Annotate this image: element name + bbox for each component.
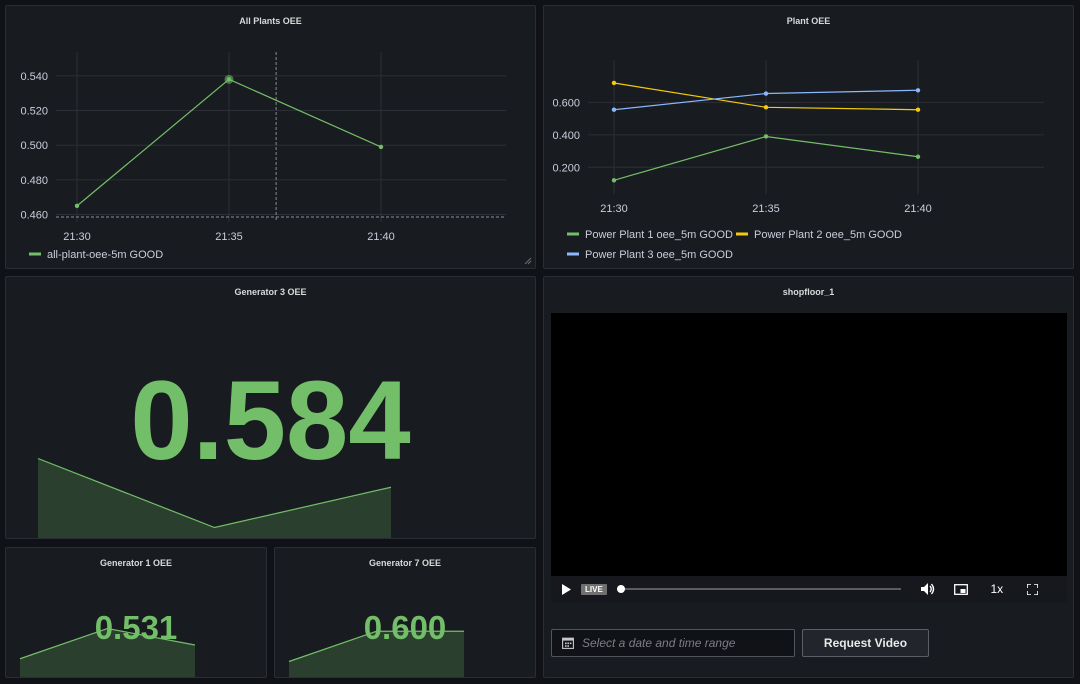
data-point bbox=[915, 154, 921, 159]
panel-title: shopfloor_1 bbox=[782, 287, 835, 297]
data-point bbox=[611, 80, 617, 86]
sparkline-area bbox=[289, 631, 464, 677]
panel-title: Generator 3 OEE bbox=[234, 287, 307, 297]
x-tick-label: 21:35 bbox=[215, 231, 243, 243]
legend-label: Power Plant 3 oee_5m GOOD bbox=[585, 249, 733, 261]
generator-1-oee-panel: Generator 1 OEE 0.531 bbox=[5, 547, 267, 678]
y-tick-label: 0.200 bbox=[552, 162, 580, 174]
date-range-input[interactable] bbox=[582, 636, 772, 650]
play-icon[interactable] bbox=[551, 583, 581, 595]
plant-oee-panel: Plant OEE 0.600 0.400 0.200 21:30 21:35 21:40… bbox=[543, 5, 1074, 269]
y-tick-label: 0.520 bbox=[20, 106, 48, 118]
y-tick-label: 0.540 bbox=[20, 71, 48, 83]
resize-handle-icon[interactable] bbox=[524, 257, 532, 265]
data-point bbox=[763, 105, 769, 110]
data-point bbox=[915, 107, 921, 112]
y-tick-label: 0.460 bbox=[20, 210, 48, 222]
generator-7-value: 0.600 bbox=[363, 609, 447, 646]
data-point bbox=[611, 107, 617, 112]
panel-title: Plant OEE bbox=[786, 16, 831, 26]
legend-label: all-plant-oee-5m GOOD bbox=[47, 249, 163, 261]
sparkline-line bbox=[37, 457, 392, 529]
generator-7-oee-panel: Generator 7 OEE 0.600 bbox=[274, 547, 536, 678]
y-tick-label: 0.600 bbox=[552, 97, 580, 109]
generator-1-sparkline bbox=[19, 627, 196, 677]
data-point bbox=[763, 134, 769, 139]
sparkline-area bbox=[20, 628, 195, 677]
data-point bbox=[611, 178, 617, 183]
x-tick-label: 21:40 bbox=[904, 203, 932, 215]
shopfloor-panel: shopfloor_1 LIVE 1x bbox=[543, 276, 1074, 678]
y-tick-label: 0.500 bbox=[20, 140, 48, 152]
sparkline-line bbox=[288, 630, 464, 663]
legend-label: Power Plant 2 oee_5m GOOD bbox=[754, 229, 902, 241]
request-video-button[interactable]: Request Video bbox=[802, 629, 929, 657]
generator-1-value: 0.531 bbox=[94, 609, 178, 646]
generator-3-value: 0.584 bbox=[130, 358, 411, 483]
x-tick-label: 21:30 bbox=[63, 231, 91, 243]
live-badge[interactable]: LIVE bbox=[581, 583, 607, 595]
x-tick-label: 21:35 bbox=[752, 203, 780, 215]
generator-3-oee-panel: Generator 3 OEE 0.584 bbox=[5, 276, 536, 539]
panel-title: Generator 7 OEE bbox=[368, 558, 442, 568]
data-point bbox=[763, 91, 769, 96]
sparkline-area bbox=[38, 458, 391, 538]
generator-7-sparkline bbox=[288, 630, 464, 677]
progress-handle[interactable] bbox=[616, 585, 625, 593]
panel-title: All Plants OEE bbox=[239, 16, 302, 26]
date-range-field[interactable] bbox=[551, 629, 795, 657]
data-point bbox=[378, 144, 384, 150]
plant-oee-chart: 0.600 0.400 0.200 21:30 21:35 21:40 Power Plan… bbox=[552, 60, 1044, 261]
playback-speed-button[interactable]: 1x bbox=[990, 582, 1004, 596]
sparkline-line bbox=[19, 627, 196, 660]
all-plants-oee-panel: All Plants OEE 0.540 0.520 0.500 0.480 0.460… bbox=[5, 5, 536, 269]
y-tick-label: 0.400 bbox=[552, 130, 580, 142]
x-tick-label: 21:40 bbox=[367, 231, 395, 243]
data-point bbox=[74, 203, 80, 209]
x-tick-label: 21:30 bbox=[600, 203, 628, 215]
calendar-icon bbox=[562, 637, 574, 649]
video-progress-track[interactable] bbox=[616, 583, 901, 595]
video-controls: LIVE 1x bbox=[551, 576, 1067, 602]
generator-3-sparkline bbox=[37, 457, 392, 538]
video-player[interactable]: LIVE 1x bbox=[551, 313, 1067, 602]
volume-icon[interactable] bbox=[913, 583, 943, 595]
fullscreen-icon[interactable] bbox=[1015, 583, 1051, 595]
all-plants-oee-chart: 0.540 0.520 0.500 0.480 0.460 21:30 21:35 21:40… bbox=[20, 52, 506, 261]
y-tick-label: 0.480 bbox=[20, 175, 48, 187]
picture-in-picture-icon[interactable] bbox=[943, 583, 979, 595]
panel-title: Generator 1 OEE bbox=[99, 558, 173, 568]
data-point bbox=[915, 88, 921, 93]
legend-label: Power Plant 1 oee_5m GOOD bbox=[585, 229, 733, 241]
hover-point bbox=[224, 74, 234, 84]
